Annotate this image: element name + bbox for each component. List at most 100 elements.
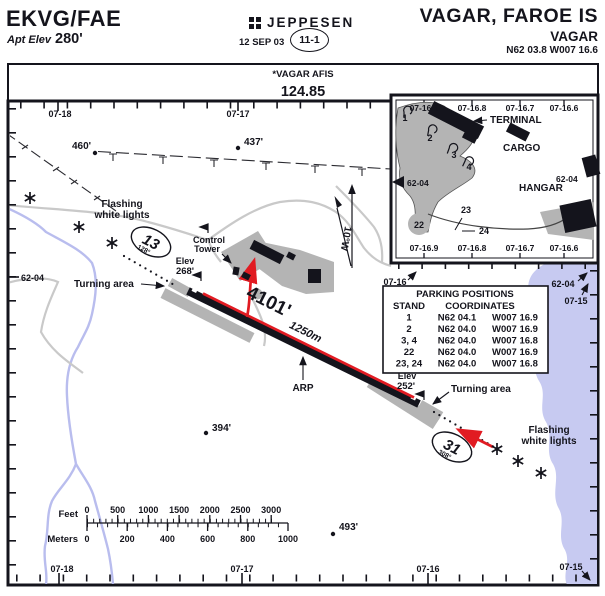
chart-city: VAGAR, FAROE IS bbox=[419, 5, 598, 27]
turning-area-31 bbox=[417, 400, 444, 420]
hangar-label: HANGAR bbox=[519, 183, 564, 194]
stand-cell: 23, 24 bbox=[396, 359, 423, 370]
scale-meters-label: Meters bbox=[47, 534, 78, 545]
jeppesen-logo: JEPPESEN bbox=[249, 15, 354, 30]
flashing-lights-label-se2: white lights bbox=[521, 436, 577, 447]
scale-feet-0: 0 bbox=[84, 505, 89, 515]
airport-coordinates: N62 03.8 W007 16.6 bbox=[506, 45, 598, 56]
table-row: 3, 4 N62 04.0 W007 16.8 bbox=[401, 336, 538, 347]
scale-feet-label: Feet bbox=[58, 509, 78, 520]
grid-label-right-6204: 62-04 bbox=[551, 279, 574, 289]
stand-cell: 3, 4 bbox=[401, 336, 418, 347]
hangar-building bbox=[559, 198, 597, 234]
scale-m-800: 800 bbox=[240, 534, 255, 544]
inset-grid-bottom: 07-16.8 bbox=[458, 243, 487, 253]
table-col-stand: STAND bbox=[393, 301, 425, 312]
hangar-building bbox=[581, 154, 601, 178]
scale-feet-1500: 1500 bbox=[169, 505, 189, 515]
grid-label-left-6204: 62-04 bbox=[21, 273, 44, 283]
stand-cell: 1 bbox=[406, 313, 412, 324]
elev-13-value: 268' bbox=[176, 266, 194, 277]
table-col-coordinates: COORDINATES bbox=[445, 301, 515, 312]
grid-label-bottom-0715: 07-15 bbox=[559, 562, 582, 572]
road-network bbox=[10, 185, 392, 374]
grid-0715-leader bbox=[581, 570, 591, 581]
grid-label-bottom-0718: 07-18 bbox=[50, 564, 73, 574]
magnetic-north-arrow bbox=[334, 196, 342, 208]
scale-feet-1000: 1000 bbox=[138, 505, 158, 515]
runway-13-id: 13 bbox=[139, 231, 162, 254]
terminal-inset: 07-16.9 07-16.8 07-16.7 07-16.6 07-16.9 … bbox=[389, 93, 601, 265]
table-title: PARKING POSITIONS bbox=[416, 289, 513, 300]
stand-label-4: 4 bbox=[466, 162, 471, 172]
taxi-route-to-apron bbox=[238, 257, 258, 318]
turning-area-31-label: Turning area bbox=[451, 384, 511, 395]
cargo-label: CARGO bbox=[503, 143, 540, 154]
stand-label-3: 3 bbox=[451, 150, 456, 160]
spot-elevation: 493' bbox=[339, 522, 358, 533]
approach-arrow-31 bbox=[455, 428, 494, 449]
elev-31-value: 252' bbox=[397, 381, 415, 392]
scale-feet-500: 500 bbox=[110, 505, 125, 515]
inset-grid-right: 62-04 bbox=[556, 174, 578, 184]
spot-elevation: 437' bbox=[244, 137, 263, 148]
stand-leaders bbox=[454, 217, 475, 232]
grid-0716-leader bbox=[407, 271, 417, 281]
chart-airport-name: VAGAR bbox=[550, 29, 598, 44]
turning-area-31-leader bbox=[432, 391, 450, 405]
scale-m-200: 200 bbox=[120, 534, 135, 544]
lon-cell: W007 16.9 bbox=[492, 347, 538, 358]
inset-grid-bottom: 07-16.9 bbox=[410, 243, 439, 253]
inset-road bbox=[427, 213, 569, 230]
magnetic-variation: 10°W bbox=[338, 225, 353, 252]
terminal-label: TERMINAL bbox=[490, 115, 542, 126]
inset-grid-top: 07-16.6 bbox=[550, 103, 579, 113]
scale-m-0: 0 bbox=[84, 534, 89, 544]
lat-cell: N62 04.0 bbox=[438, 336, 477, 347]
control-tower-building bbox=[232, 266, 240, 276]
flashing-lights-label-nw2: white lights bbox=[94, 210, 150, 221]
river bbox=[10, 208, 115, 584]
turning-area-13-label: Turning area bbox=[74, 279, 134, 290]
stand-cell: 2 bbox=[406, 324, 411, 335]
stand-cell: 22 bbox=[404, 347, 415, 358]
grid-label-bottom-0716: 07-16 bbox=[416, 564, 439, 574]
scale-m-400: 400 bbox=[160, 534, 175, 544]
grid-ticks bbox=[8, 101, 597, 584]
stand-label-22: 22 bbox=[414, 220, 424, 230]
airport-icao-iata: EKVG/FAE bbox=[6, 6, 122, 31]
scale-bars: Feet Meters 0 500 1000 1500 2000 2500 30… bbox=[47, 505, 298, 545]
grid-label-right-0715: 07-15 bbox=[564, 296, 587, 306]
stand-label-23: 23 bbox=[461, 205, 471, 215]
terminal-leader bbox=[472, 116, 488, 125]
chart-index-number: 11-1 bbox=[290, 28, 329, 52]
stand-label-2: 2 bbox=[427, 133, 432, 143]
inset-grid-top: 07-16.9 bbox=[410, 103, 439, 113]
afis-frequency: 124.85 bbox=[281, 84, 325, 100]
grid-label-top-0717: 07-17 bbox=[226, 109, 249, 119]
extended-centerline bbox=[122, 254, 496, 449]
table-row: 22 N62 04.0 W007 16.9 bbox=[404, 347, 538, 358]
control-tower-leader bbox=[221, 253, 232, 264]
runway-31-oval: 31 308° bbox=[431, 431, 473, 463]
elev-13-label: Elev bbox=[176, 256, 195, 266]
inset-grid-left: 62-04 bbox=[407, 178, 429, 188]
table-row: 23, 24 N62 04.0 W007 16.8 bbox=[396, 359, 538, 370]
table-row: 2 N62 04.0 W007 16.9 bbox=[406, 324, 538, 335]
apt-elev-value: 280' bbox=[55, 31, 83, 47]
turning-area-13-leader bbox=[140, 281, 166, 290]
inset-grid-top: 07-16.7 bbox=[506, 103, 535, 113]
grid-label-bottom-0717: 07-17 bbox=[230, 564, 253, 574]
runway-13-31 bbox=[186, 257, 494, 449]
inset-stand-22-pad bbox=[408, 213, 430, 235]
north-arrow: 10°W bbox=[334, 184, 356, 268]
table-row: 1 N62 04.1 W007 16.9 bbox=[406, 313, 538, 324]
cargo-building bbox=[505, 122, 531, 142]
grid-6204-leader bbox=[577, 272, 588, 282]
control-tower-label2: Tower bbox=[194, 244, 220, 254]
spot-elevation: 460' bbox=[72, 141, 91, 152]
parking-positions-table: PARKING POSITIONS STAND COORDINATES 1 N6… bbox=[382, 285, 549, 374]
airport-elevation: Apt Elev 280' bbox=[7, 31, 83, 47]
